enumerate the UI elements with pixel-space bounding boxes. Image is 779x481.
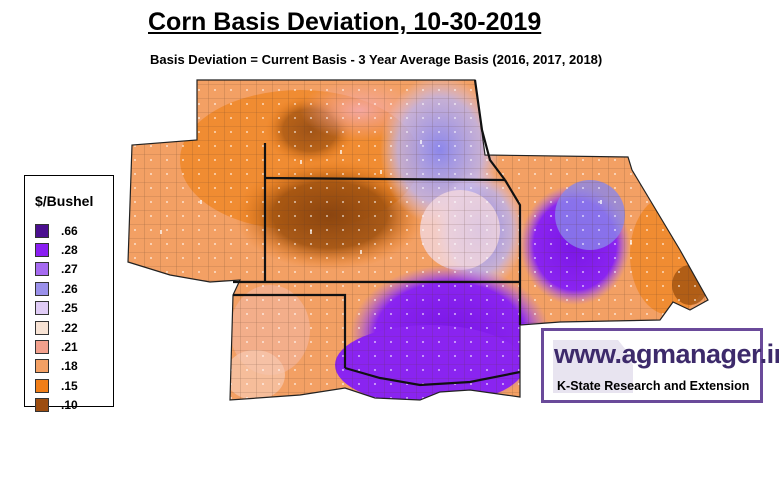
legend-label: .66: [61, 223, 78, 238]
legend-swatch: [35, 398, 49, 413]
legend-label: .22: [61, 320, 78, 335]
legend-label: .25: [61, 301, 78, 316]
legend-swatch: [35, 281, 49, 296]
legend-item: .66: [35, 221, 78, 240]
map-subtitle: Basis Deviation = Current Basis - 3 Year…: [150, 52, 603, 67]
legend-swatch: [35, 320, 49, 335]
logo-subtext: K-State Research and Extension: [557, 379, 750, 393]
kansas-silhouette-icon: [553, 340, 633, 393]
legend-item: .28: [35, 240, 78, 259]
legend-item: .10: [35, 396, 78, 415]
legend-item: .22: [35, 318, 78, 337]
legend-swatch: [35, 223, 49, 238]
map-legend: $/Bushel .66 .28 .27 .26 .25 .22 .21 .18 .15 .10: [24, 175, 114, 413]
legend-label: .15: [61, 378, 78, 393]
legend-title: $/Bushel: [35, 193, 94, 209]
legend-item: .25: [35, 299, 78, 318]
legend-swatch: [35, 301, 49, 316]
legend-label: .28: [61, 243, 78, 258]
legend-item: .21: [35, 337, 78, 356]
legend-item: .18: [35, 357, 78, 376]
legend-swatch: [35, 243, 49, 258]
legend-item: .26: [35, 279, 78, 298]
legend-item: .27: [35, 260, 78, 279]
legend-items: .66 .28 .27 .26 .25 .22 .21 .18 .15 .10: [35, 221, 78, 415]
legend-label: .18: [61, 359, 78, 374]
legend-swatch: [35, 262, 49, 277]
logo-url-text: www.agmanager.info: [554, 339, 779, 369]
agmanager-logo[interactable]: www.agmanager.info K-State Research and …: [541, 328, 779, 403]
legend-swatch: [35, 378, 49, 393]
legend-item: .15: [35, 376, 78, 395]
legend-label: .27: [61, 262, 78, 277]
legend-swatch: [35, 359, 49, 374]
legend-label: .26: [61, 281, 78, 296]
legend-label: .21: [61, 340, 78, 355]
legend-swatch: [35, 340, 49, 355]
map-title: Corn Basis Deviation, 10-30-2019: [148, 8, 542, 36]
legend-label: .10: [61, 398, 78, 413]
